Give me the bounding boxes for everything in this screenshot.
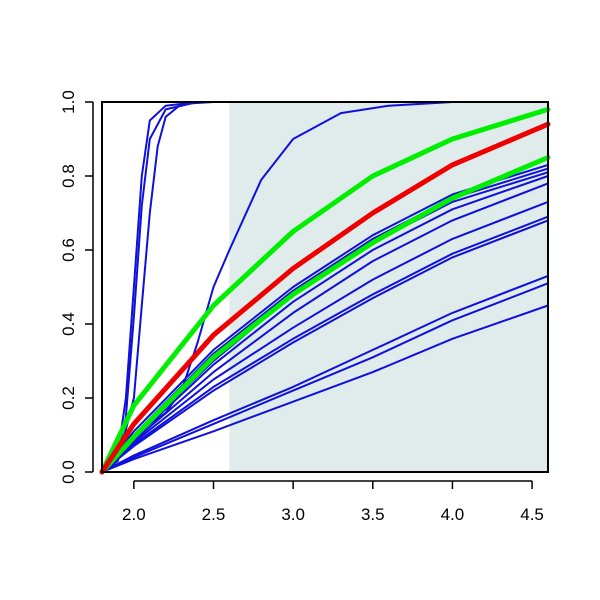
- y-tick-label: 0.6: [59, 238, 78, 262]
- series-line-14: [101, 282, 549, 473]
- series-line-18: [99, 121, 551, 475]
- y-axis: 0.0 0.2 0.4 0.6 0.8 1.0: [59, 90, 94, 484]
- series-line-16: [99, 106, 551, 475]
- series-line-12: [101, 219, 549, 473]
- series-line-11: [101, 215, 549, 473]
- x-tick-label: 3.0: [281, 505, 305, 524]
- y-tick-label: 0.0: [59, 460, 78, 484]
- x-tick-label: 3.5: [361, 505, 385, 524]
- series-line-10: [101, 200, 549, 473]
- plot-frame: [101, 101, 549, 473]
- series-line-5: [101, 163, 549, 473]
- series-line-17: [99, 155, 551, 475]
- y-tick-label: 0.4: [59, 312, 78, 336]
- x-axis: 2.0 2.5 3.0 3.5 4.0 4.5: [122, 480, 544, 524]
- y-tick-label: 0.8: [59, 164, 78, 188]
- y-tick-label: 0.2: [59, 386, 78, 410]
- x-tick-label: 4.0: [441, 505, 465, 524]
- series-line-13: [101, 274, 549, 473]
- y-tick-label: 1.0: [59, 90, 78, 114]
- series-line-15: [101, 304, 549, 473]
- x-tick-label: 2.0: [122, 505, 146, 524]
- x-tick-label: 4.5: [520, 505, 544, 524]
- x-tick-label: 2.5: [202, 505, 226, 524]
- series-group: [99, 101, 551, 475]
